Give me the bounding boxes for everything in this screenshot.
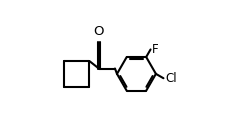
Text: F: F [152, 43, 159, 56]
Text: O: O [94, 25, 104, 38]
Text: Cl: Cl [165, 72, 177, 85]
